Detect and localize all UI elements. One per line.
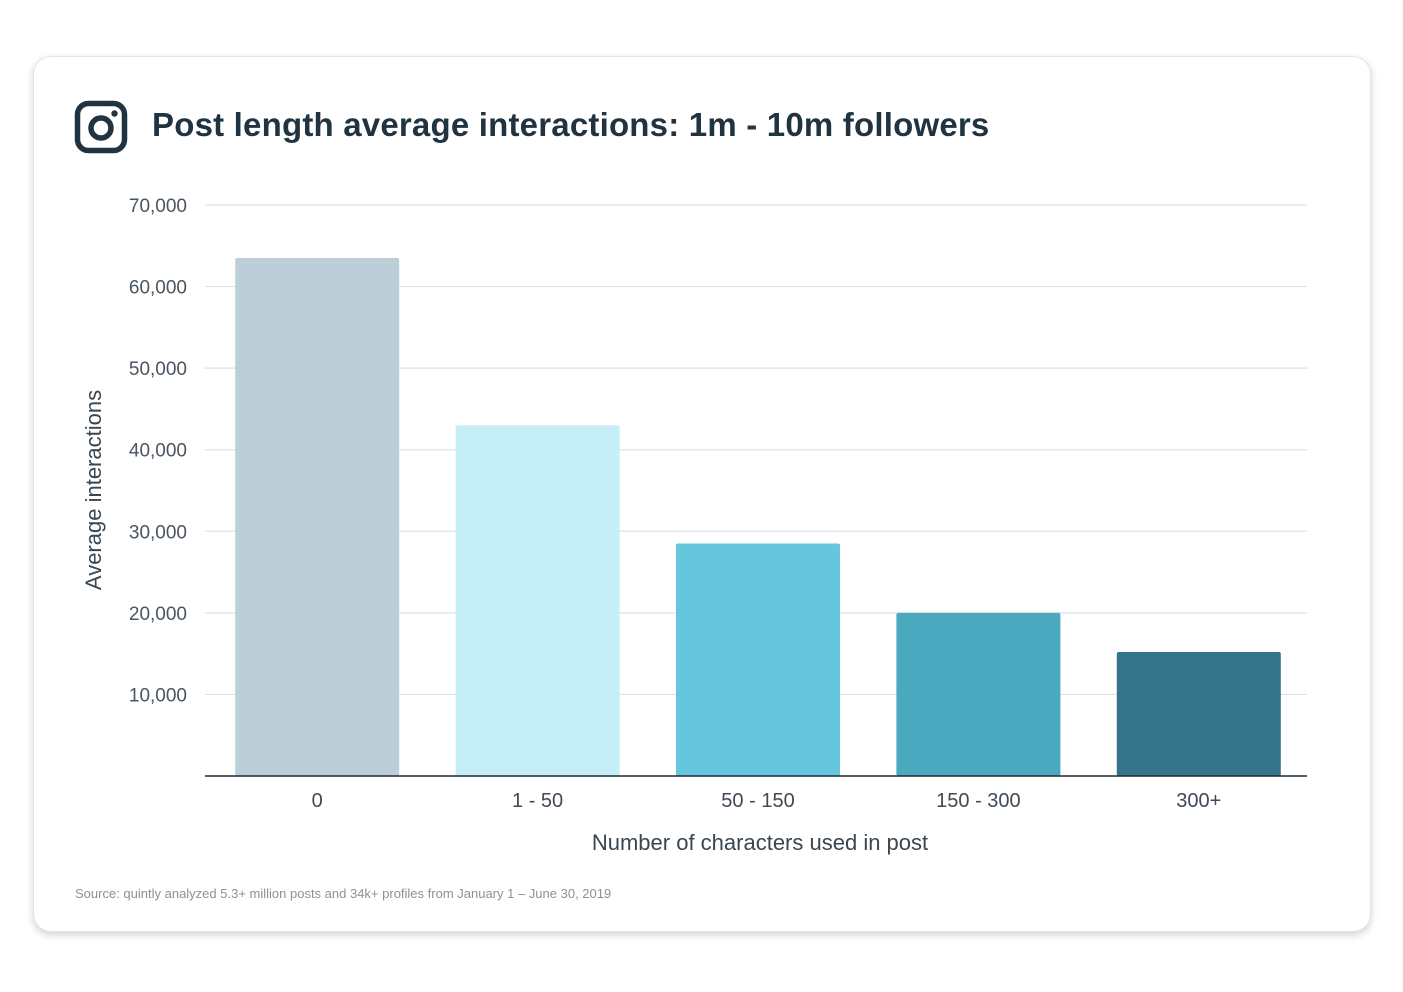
y-axis-title: Average interactions bbox=[81, 390, 106, 590]
x-tick-label: 150 - 300 bbox=[936, 790, 1021, 812]
x-tick-label: 1 - 50 bbox=[512, 790, 563, 812]
y-tick-label: 70,000 bbox=[129, 196, 187, 217]
y-axis-ticks: 10,000 20,000 30,000 40,000 50,000 60,000 70,0… bbox=[129, 196, 187, 706]
y-tick-label: 50,000 bbox=[129, 359, 187, 380]
y-tick-label: 20,000 bbox=[129, 604, 187, 625]
y-tick-label: 10,000 bbox=[129, 685, 187, 706]
x-tick-label: 300+ bbox=[1176, 790, 1221, 812]
x-tick-label: 50 - 150 bbox=[721, 790, 794, 812]
bar-2 bbox=[455, 425, 620, 776]
y-tick-label: 30,000 bbox=[129, 522, 187, 543]
x-tick-label: 0 bbox=[312, 790, 323, 812]
x-axis-title: Number of characters used in post bbox=[592, 830, 928, 855]
bar-5 bbox=[1116, 652, 1281, 776]
bar-1 bbox=[235, 258, 400, 776]
y-tick-label: 40,000 bbox=[129, 441, 187, 462]
bar-4 bbox=[896, 612, 1061, 776]
x-axis-ticks: 0 1 - 50 50 - 150 150 - 300 300+ bbox=[312, 790, 1222, 812]
source-note: Source: quintly analyzed 5.3+ million po… bbox=[75, 886, 612, 901]
bar-3 bbox=[676, 543, 840, 776]
y-tick-label: 60,000 bbox=[129, 278, 187, 299]
bars bbox=[235, 258, 1281, 776]
chart-title: Post length average interactions: 1m - 1… bbox=[152, 106, 990, 143]
instagram-icon bbox=[74, 100, 128, 154]
